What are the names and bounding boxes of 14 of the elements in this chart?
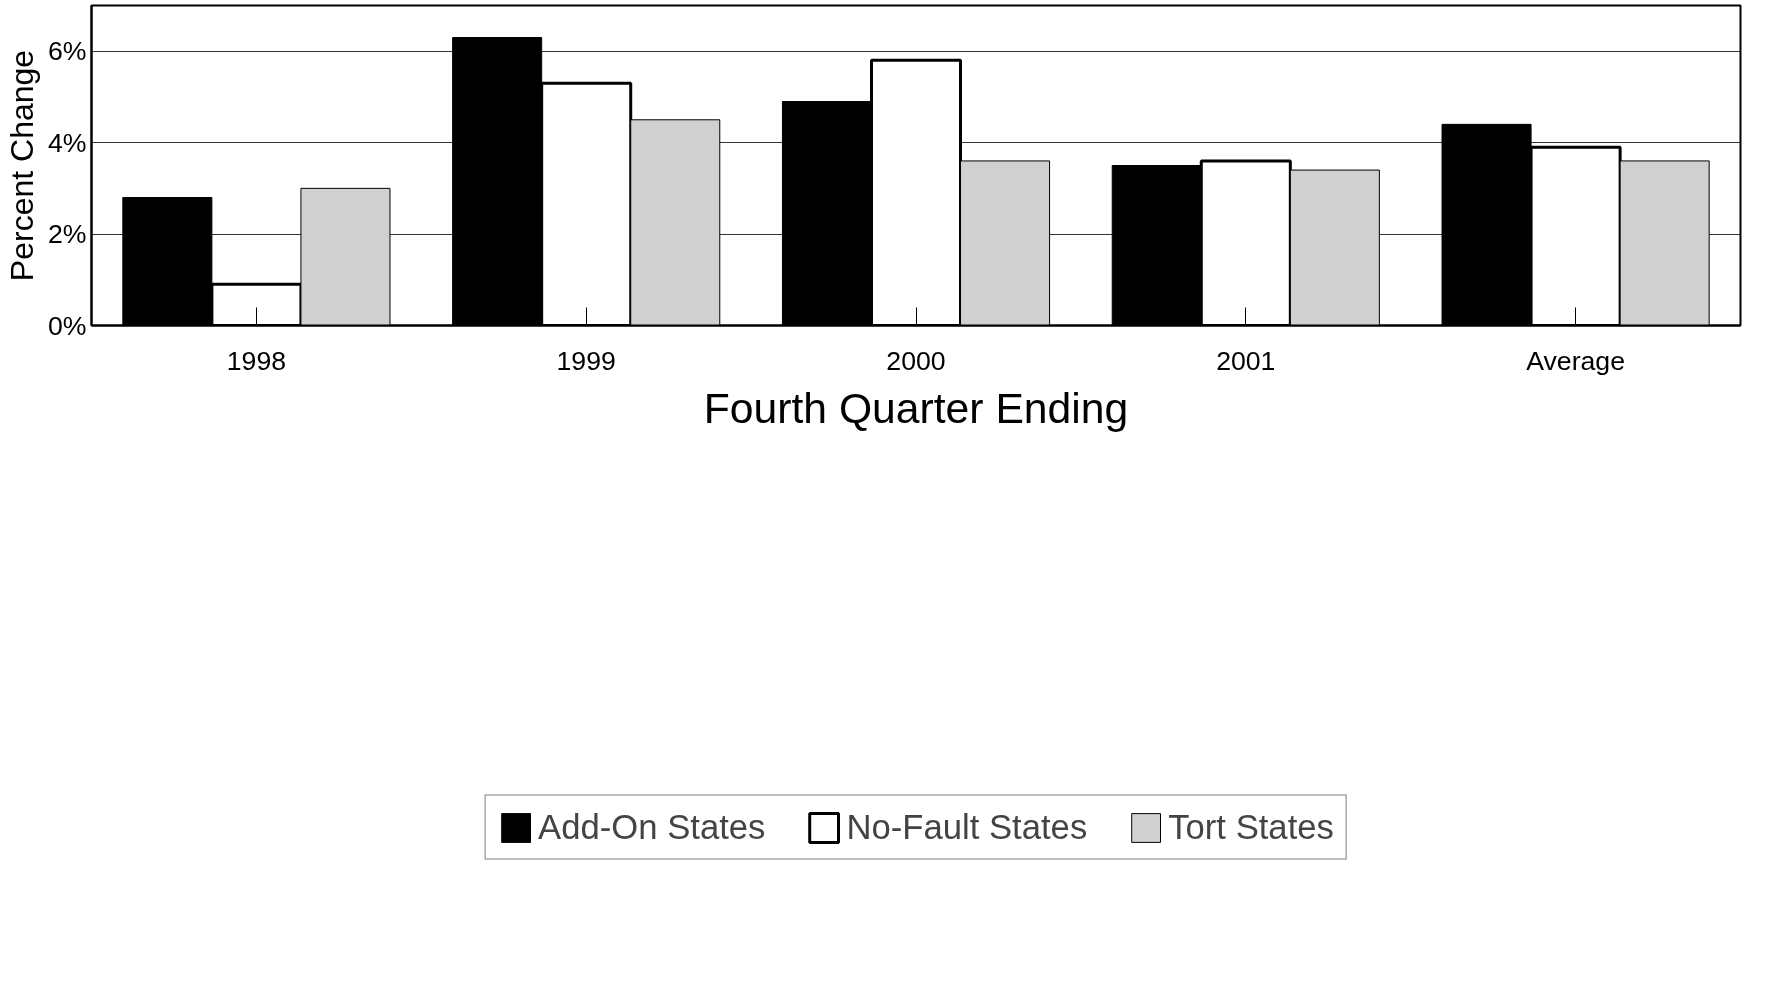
x-tick-label: 2001 [1216,345,1276,376]
legend-label: Tort States [1168,807,1334,847]
x-tick-label: Average [1526,345,1626,376]
legend-label: Add-On States [538,807,766,847]
x-tick-label: 1998 [226,345,287,376]
legend-label: No-Fault States [846,807,1088,847]
x-tick-label: 2000 [886,345,946,376]
y-tick-label: 4% [47,127,87,158]
y-tick-label: 2% [47,219,87,250]
x-tick-label: 1999 [556,345,616,376]
y-axis-title: Percent Change [3,49,40,282]
x-axis-title: Fourth Quarter Ending [703,383,1129,432]
y-tick-label: 6% [47,36,87,67]
y-tick-label: 0% [47,310,87,341]
